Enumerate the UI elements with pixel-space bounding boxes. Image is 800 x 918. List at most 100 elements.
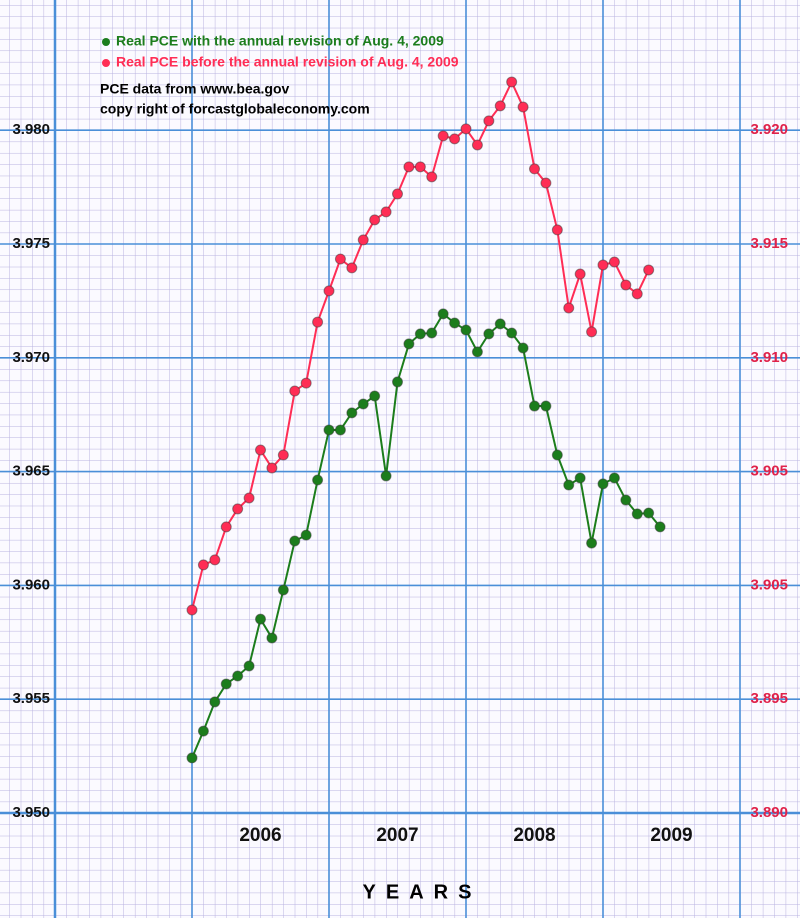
y-tick-label: 3.980 <box>12 121 50 138</box>
point <box>608 472 620 484</box>
y-tick-label: 3.975 <box>12 235 50 252</box>
point <box>220 521 232 533</box>
point <box>334 253 346 265</box>
point <box>300 529 312 541</box>
y-tick-label: 3.955 <box>12 690 50 707</box>
point <box>574 472 586 484</box>
x-tick-label: 2007 <box>376 825 418 846</box>
annotation: copy right of forcastglobaleconomy.com <box>100 101 370 117</box>
point <box>277 449 289 461</box>
point <box>551 449 563 461</box>
point <box>414 161 426 173</box>
point <box>243 660 255 672</box>
point <box>506 76 518 88</box>
legend-marker <box>102 38 110 46</box>
point <box>346 262 358 274</box>
point <box>620 279 632 291</box>
x-axis-label: YEARS <box>363 881 482 903</box>
point <box>449 317 461 329</box>
y-tick-label: 3.970 <box>12 349 50 366</box>
point <box>346 407 358 419</box>
point <box>631 508 643 520</box>
point <box>277 584 289 596</box>
point <box>289 385 301 397</box>
point <box>369 214 381 226</box>
point <box>563 302 575 314</box>
point <box>586 326 598 338</box>
point <box>209 696 221 708</box>
legend-entry: Real PCE with the annual revision of Aug… <box>116 33 444 49</box>
point <box>620 494 632 506</box>
point <box>460 324 472 336</box>
point <box>243 492 255 504</box>
point <box>517 342 529 354</box>
point <box>334 424 346 436</box>
point <box>380 206 392 218</box>
point <box>403 338 415 350</box>
point <box>426 327 438 339</box>
point <box>323 424 335 436</box>
point <box>312 474 324 486</box>
point <box>540 400 552 412</box>
x-tick-label: 2008 <box>513 825 555 846</box>
y2-tick-label: 3.905 <box>750 463 788 480</box>
y-tick-label: 3.965 <box>12 463 50 480</box>
y2-tick-label: 3.910 <box>750 349 788 366</box>
point <box>323 285 335 297</box>
point <box>494 100 506 112</box>
point <box>449 133 461 145</box>
point <box>597 478 609 490</box>
point <box>551 224 563 236</box>
point <box>266 462 278 474</box>
point <box>574 268 586 280</box>
legend-marker <box>102 59 110 67</box>
point <box>186 604 198 616</box>
point <box>563 479 575 491</box>
point <box>209 554 221 566</box>
point <box>643 507 655 519</box>
y2-tick-label: 3.920 <box>750 121 788 138</box>
point <box>380 470 392 482</box>
x-tick-label: 2006 <box>239 825 281 846</box>
annotation: PCE data from www.bea.gov <box>100 81 290 97</box>
point <box>357 234 369 246</box>
point <box>529 163 540 175</box>
point <box>197 559 209 571</box>
point <box>357 398 369 410</box>
point <box>631 288 643 300</box>
point <box>437 308 449 320</box>
y2-tick-label: 3.915 <box>750 235 788 252</box>
plot <box>186 76 666 764</box>
point <box>529 400 540 412</box>
point <box>220 678 232 690</box>
y2-tick-label: 3.905 <box>750 576 788 593</box>
point <box>369 390 381 402</box>
point <box>483 328 495 340</box>
point <box>186 752 198 764</box>
point <box>586 537 598 549</box>
y2-tick-label: 3.895 <box>750 690 788 707</box>
point <box>483 115 495 127</box>
point <box>312 316 324 328</box>
legend-entry: Real PCE before the annual revision of A… <box>116 54 459 70</box>
point <box>255 444 266 456</box>
point <box>426 171 438 183</box>
point <box>506 327 518 339</box>
point <box>289 535 301 547</box>
x-tick-label: 2009 <box>650 825 692 846</box>
point <box>517 101 529 113</box>
point <box>392 188 403 200</box>
point <box>403 161 415 173</box>
point <box>392 376 403 388</box>
point <box>643 264 655 276</box>
point <box>232 503 244 515</box>
point <box>414 328 426 340</box>
labels: 3.950 3.955 3.960 3.965 3.970 3.975 3.980 3.890… <box>12 33 788 846</box>
point <box>255 613 266 625</box>
point <box>471 346 483 358</box>
point <box>471 139 483 151</box>
point <box>437 130 449 142</box>
